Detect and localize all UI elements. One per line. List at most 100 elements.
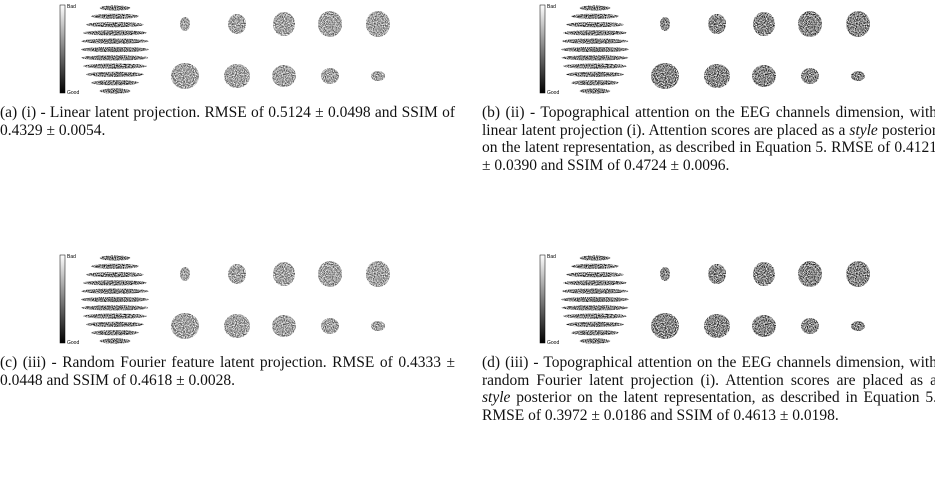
brain-slice xyxy=(704,64,730,88)
subfigure: Bad Good (c) (iii) - Random Fourier featu… xyxy=(0,250,455,389)
brain-slice xyxy=(371,321,385,331)
colorbar-label: Good xyxy=(547,90,559,96)
slice xyxy=(579,88,611,94)
caption-emph: style xyxy=(482,389,511,407)
caption-text: posterior on the latent representation, … xyxy=(482,389,935,424)
brain-slice xyxy=(708,14,726,34)
slice xyxy=(86,272,144,278)
caption-text: (a) (i) - Linear latent projection. RMSE… xyxy=(0,104,455,139)
caption: (a) (i) - Linear latent projection. RMSE… xyxy=(0,104,455,139)
slice xyxy=(571,13,619,19)
brain-slice xyxy=(224,314,250,338)
colorbar-label: Bad xyxy=(67,4,76,10)
slice xyxy=(81,288,149,294)
brain-slice xyxy=(752,65,776,87)
colorbar xyxy=(59,4,66,94)
slice xyxy=(566,22,624,28)
slice xyxy=(99,88,131,94)
brain-slice xyxy=(660,267,670,281)
slice xyxy=(81,296,149,303)
colorbar-label: Good xyxy=(67,340,79,346)
brain-slice xyxy=(321,318,339,334)
slice xyxy=(81,38,149,44)
slice xyxy=(566,321,624,327)
brain-slice xyxy=(180,17,190,31)
brain-slice xyxy=(651,313,679,339)
colorbar-label: Bad xyxy=(547,254,556,260)
brain-slice xyxy=(846,261,870,287)
brain-slice xyxy=(660,17,670,31)
slice xyxy=(99,255,131,261)
subfigure: Bad Good (a) (i) - Linear latent projecti… xyxy=(0,0,455,139)
slice xyxy=(91,13,139,19)
slice xyxy=(91,330,139,336)
brain-slice xyxy=(753,262,775,286)
brain-slice xyxy=(366,261,390,287)
slice xyxy=(99,338,131,344)
colorbar-label: Bad xyxy=(67,254,76,260)
brain-slice xyxy=(851,321,865,331)
slice xyxy=(579,5,611,11)
brain-slice xyxy=(752,315,776,337)
slice xyxy=(566,272,624,278)
brain-slice xyxy=(318,261,342,287)
slice xyxy=(563,313,627,319)
slice xyxy=(81,46,149,53)
colorbar xyxy=(539,254,546,344)
caption-emph: style xyxy=(849,121,878,139)
caption-text: (d) (iii) - Topographical attention on t… xyxy=(482,354,935,389)
slice xyxy=(561,305,629,311)
colorbar xyxy=(59,254,66,344)
caption: (b) (ii) - Topographical attention on th… xyxy=(482,104,935,174)
subfigure: Bad Good (d) (iii) - Topographical attent… xyxy=(482,250,935,424)
slice xyxy=(86,321,144,327)
slice xyxy=(86,22,144,28)
brain-slice xyxy=(228,14,246,34)
brain-slice xyxy=(228,264,246,284)
brain-slice xyxy=(366,11,390,37)
slice xyxy=(91,263,139,269)
brain-slice xyxy=(798,261,822,287)
caption-text: (c) (iii) - Random Fourier feature laten… xyxy=(0,354,455,389)
colorbar-label: Good xyxy=(547,340,559,346)
brain-slice xyxy=(273,262,295,286)
figure-image: Bad Good xyxy=(539,254,870,346)
slice xyxy=(561,46,629,53)
slice xyxy=(86,71,144,77)
slice xyxy=(83,313,147,319)
brain-slice xyxy=(801,318,819,334)
figure-image: Bad Good xyxy=(59,4,390,96)
slice xyxy=(571,80,619,86)
slice xyxy=(99,5,131,11)
brain-slice xyxy=(704,314,730,338)
slice xyxy=(91,80,139,86)
brain-slice xyxy=(272,65,296,87)
brain-slice xyxy=(708,264,726,284)
brain-slice xyxy=(846,11,870,37)
slice xyxy=(561,296,629,303)
slice xyxy=(571,263,619,269)
brain-slice xyxy=(651,63,679,89)
slice xyxy=(561,38,629,44)
caption-text: posterior on the latent representation, … xyxy=(482,121,935,174)
brain-slice xyxy=(318,11,342,37)
colorbar-label: Good xyxy=(67,90,79,96)
brain-slice xyxy=(753,12,775,36)
subfigure: Bad Good (b) (ii) - Topographical attenti… xyxy=(482,0,935,174)
brain-slice xyxy=(224,64,250,88)
caption: (d) (iii) - Topographical attention on t… xyxy=(482,354,935,424)
slice xyxy=(571,330,619,336)
brain-slice xyxy=(801,68,819,84)
caption: (c) (iii) - Random Fourier feature laten… xyxy=(0,354,455,389)
brain-slice xyxy=(272,315,296,337)
figure-image: Bad Good xyxy=(539,4,870,96)
slice xyxy=(83,30,147,36)
brain-slice xyxy=(171,313,199,339)
colorbar-label: Bad xyxy=(547,4,556,10)
slice xyxy=(563,280,627,286)
brain-slice xyxy=(171,63,199,89)
brain-slice xyxy=(273,12,295,36)
brain-slice xyxy=(371,71,385,81)
brain-slice xyxy=(180,267,190,281)
